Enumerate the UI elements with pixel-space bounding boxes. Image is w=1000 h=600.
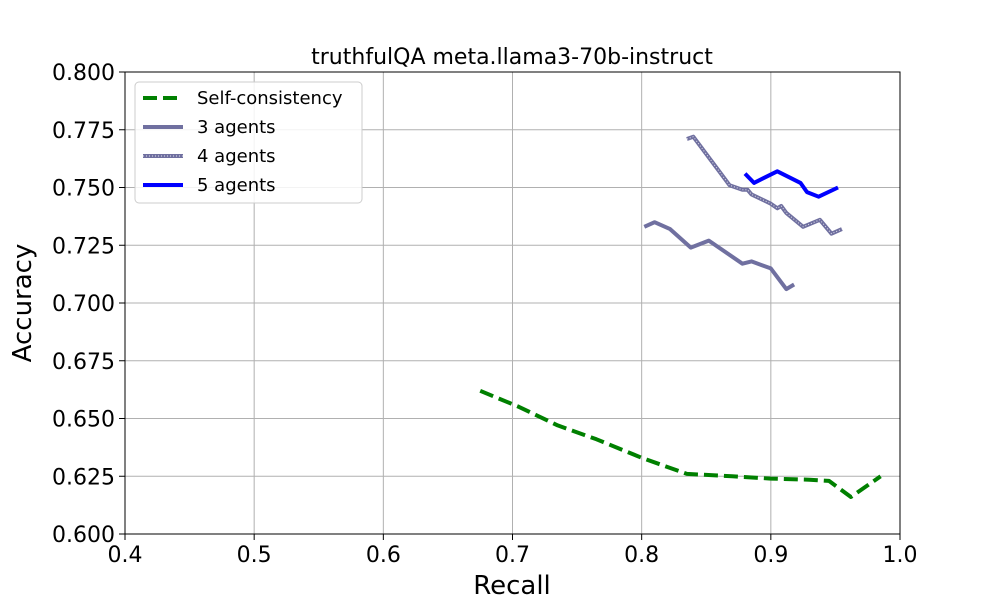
legend-box: [134, 81, 363, 204]
series-line-5-agents: [743, 169, 839, 199]
ticks: 0.4 0.5 0.6 0.7 0.8 0.9 1.0 0.600 0.625 0.650 0.67…: [52, 61, 917, 568]
series-layer: [479, 134, 882, 499]
legend-label-self-consistency: Self-consistency: [197, 88, 343, 109]
y-tick-label: 0.750: [52, 177, 115, 202]
y-tick-label: 0.650: [52, 408, 115, 433]
x-tick-label: 0.5: [237, 543, 272, 568]
legend: Self-consistency 3 agents 4 agents 5 agents: [134, 81, 363, 204]
legend-label-5-agents: 5 agents: [197, 175, 276, 196]
y-tick-label: 0.675: [52, 350, 115, 375]
legend-label-4-agents: 4 agents: [197, 146, 276, 167]
y-tick-label: 0.600: [52, 523, 115, 548]
x-tick-label: 0.4: [108, 543, 143, 568]
y-tick-label: 0.800: [52, 61, 115, 86]
x-tick-label: 0.6: [366, 543, 401, 568]
y-axis-label: Accuracy: [8, 244, 38, 363]
y-tick-label: 0.775: [52, 119, 115, 144]
legend-label-3-agents: 3 agents: [197, 117, 276, 138]
series-line-4-agents-texture: [686, 136, 843, 235]
series-line-3-agents: [643, 220, 796, 292]
grid: [124, 71, 901, 535]
series-line-4-agents: [686, 134, 843, 236]
x-tick-label: 0.9: [753, 543, 788, 568]
x-tick-label: 0.8: [624, 543, 659, 568]
y-tick-label: 0.725: [52, 234, 115, 259]
chart-title: truthfulQA meta.llama3-70b-instruct: [311, 45, 713, 70]
series-line-self-consistency: [479, 388, 882, 499]
x-axis-label: Recall: [473, 571, 551, 600]
x-tick-label: 0.7: [495, 543, 530, 568]
y-tick-label: 0.625: [52, 465, 115, 490]
x-tick-label: 1.0: [883, 543, 918, 568]
y-tick-label: 0.700: [52, 292, 115, 317]
